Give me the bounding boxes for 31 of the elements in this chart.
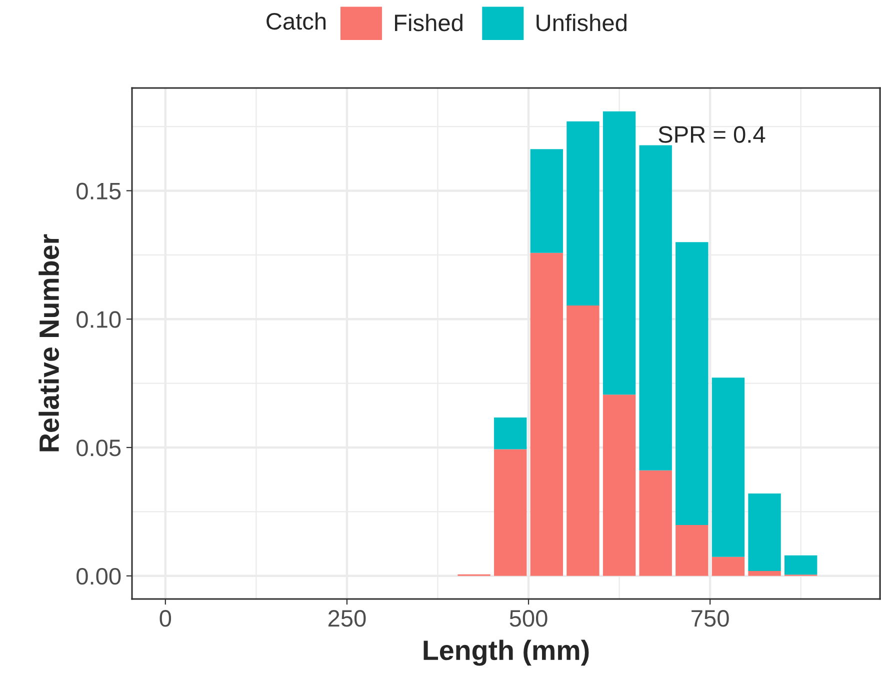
bar [748, 571, 781, 576]
y-axis-title: Relative Number [38, 234, 60, 452]
bar [676, 525, 708, 576]
bar [602, 111, 636, 395]
y-tick-label: 0.10 [76, 311, 121, 328]
x-tick-label: 750 [692, 610, 729, 627]
x-tick-label: 250 [328, 610, 366, 627]
y-tick-label: 0.00 [76, 568, 121, 585]
legend-label: Unfished [536, 14, 626, 32]
bar [494, 449, 527, 576]
annotation: SPR = 0.4 [658, 126, 766, 143]
bar [602, 394, 636, 576]
y-tick-label: 0.05 [76, 440, 121, 456]
bar [676, 242, 708, 526]
bar [639, 145, 672, 470]
x-tick-label: 0 [160, 610, 172, 627]
bar [566, 121, 600, 306]
bar [712, 378, 745, 557]
bar [494, 417, 527, 450]
bar [712, 556, 745, 576]
bar [530, 252, 564, 576]
bar [639, 470, 672, 576]
legend-label: Fished [395, 14, 462, 32]
legend-title: Catch [266, 12, 326, 30]
bar [784, 555, 818, 575]
bar [748, 493, 781, 572]
bar [530, 149, 564, 253]
bar [566, 305, 600, 576]
x-tick-label: 500 [510, 610, 548, 627]
x-axis-title: Length (mm) [424, 640, 589, 666]
y-tick-label: 0.15 [76, 182, 121, 200]
